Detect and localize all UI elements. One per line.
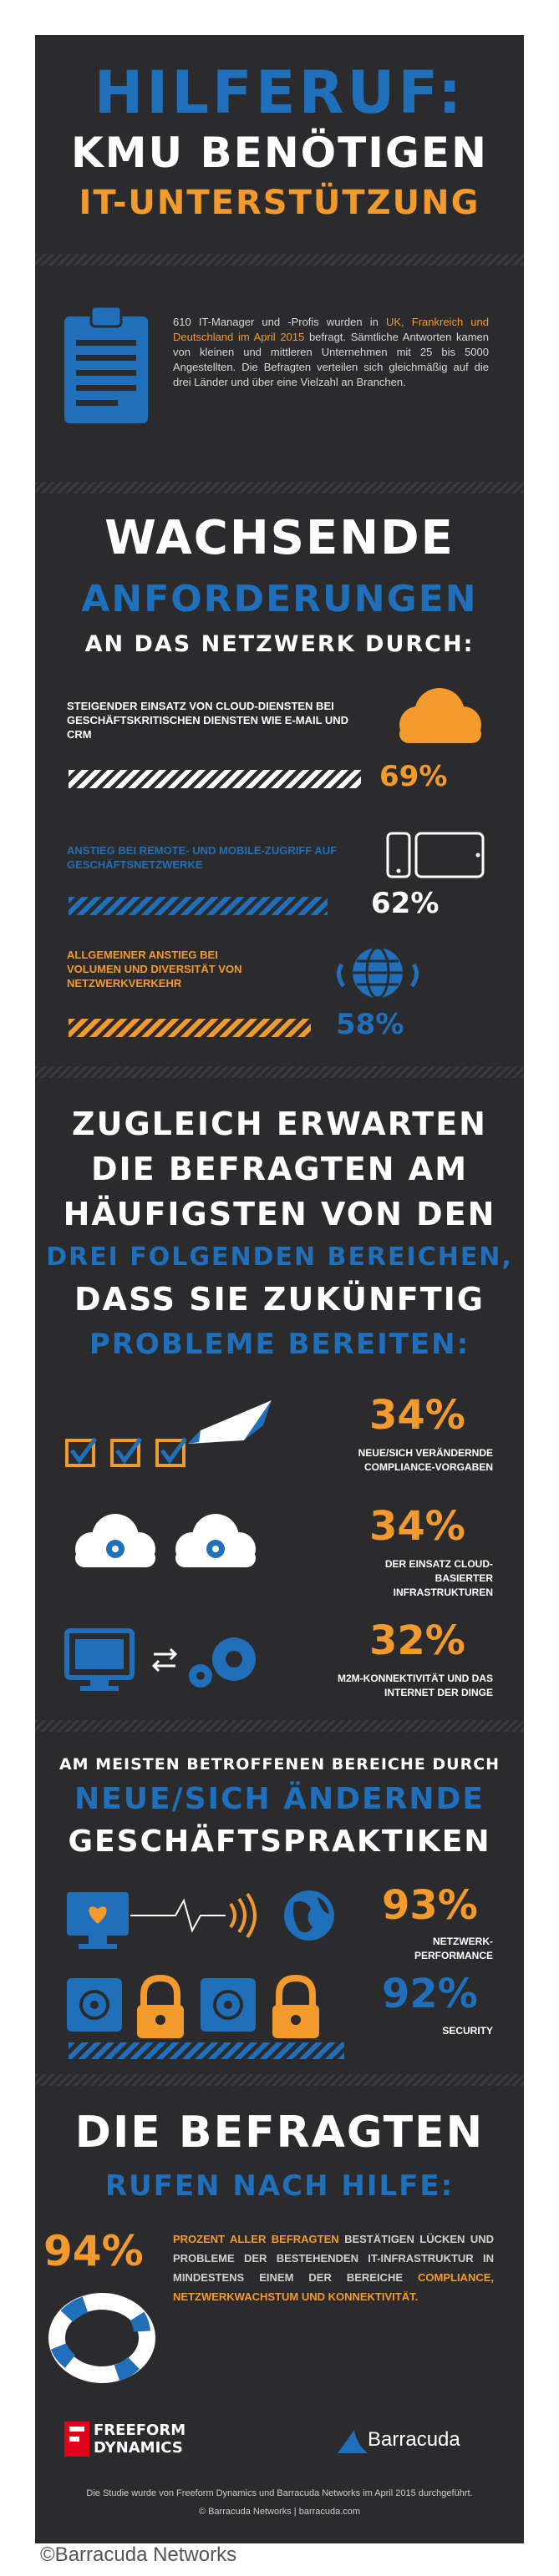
expect-value-m2m: 32% bbox=[369, 1617, 465, 1664]
affected-value-security: 92% bbox=[382, 1971, 478, 2017]
demand-bar-mobile bbox=[69, 897, 328, 915]
expect-label-m2m: M2M-KONNEKTIVITÄT UND DAS INTERNET DER D… bbox=[338, 1673, 493, 1698]
affected-label-security: SECURITY bbox=[442, 2025, 493, 2037]
expect-line-6: PROBLEME BEREITEN: bbox=[89, 1328, 470, 1361]
demands-title-1: WACHSENDE bbox=[104, 511, 455, 565]
affected-label-network: NETZWERK-PERFORMANCE bbox=[414, 1936, 493, 1961]
separator bbox=[35, 482, 524, 493]
cloud-gears-icon bbox=[75, 1514, 256, 1567]
demand-bar-cloud bbox=[69, 770, 361, 788]
expect-line-1: ZUGLEICH ERWARTEN bbox=[72, 1106, 487, 1142]
mobile-devices-icon bbox=[386, 832, 485, 878]
globe-traffic-icon bbox=[337, 946, 419, 1000]
network-performance-icon bbox=[67, 1890, 334, 1949]
infographic: HILFERUF: KMU BENÖTIGEN IT-UNTERSTÜTZUNG… bbox=[35, 35, 524, 2543]
help-text: PROZENT ALLER BEFRAGTEN BESTÄTIGEN LÜCKE… bbox=[173, 2233, 495, 2303]
title-line-3: IT-UNTERSTÜTZUNG bbox=[79, 184, 480, 222]
freeform-dynamics-logo-icon bbox=[64, 2422, 89, 2457]
help-line-2: RUFEN NACH HILFE: bbox=[104, 2169, 455, 2203]
freeform-dynamics-logo: FREEFORM DYNAMICS bbox=[94, 2422, 186, 2457]
separator bbox=[35, 1066, 524, 1078]
expect-label-compliance: NEUE/SICH VERÄNDERNDE COMPLIANCE-VORGABE… bbox=[358, 1447, 493, 1473]
barracuda-logo: Barracuda bbox=[368, 2428, 460, 2451]
demands-title-3: AN DAS NETZWERK DURCH: bbox=[84, 631, 475, 657]
m2m-monitor-gear-icon bbox=[64, 1628, 256, 1691]
separator bbox=[35, 2074, 524, 2086]
security-bar bbox=[69, 2042, 344, 2059]
title-line-1: HILFERUF: bbox=[94, 58, 465, 127]
expect-line-4: DREI FOLGENDEN BEREICHEN, bbox=[46, 1242, 513, 1272]
title-line-2: KMU BENÖTIGEN bbox=[71, 129, 488, 177]
affected-value-network: 93% bbox=[382, 1882, 478, 1929]
checklist-pencil-icon bbox=[65, 1400, 272, 1467]
clipboard-icon bbox=[64, 305, 148, 423]
footer-copyright: © Barracuda Networks | barracuda.com bbox=[198, 2507, 361, 2517]
demand-value-mobile: 62% bbox=[371, 887, 440, 920]
demand-bar-traffic bbox=[69, 1019, 311, 1037]
intro-text: 610 IT-Manager und -Profis wurden in UK,… bbox=[173, 316, 490, 388]
image-caption: ©Barracuda Networks bbox=[40, 2543, 237, 2566]
barracuda-logo-icon bbox=[338, 2430, 368, 2453]
expect-line-2: DIE BEFRAGTEN AM bbox=[90, 1151, 469, 1187]
expect-line-3: HÄUFIGSTEN VON DEN bbox=[63, 1196, 496, 1232]
affected-line-1: AM MEISTEN BETROFFENEN BEREICHE DURCH bbox=[58, 1755, 501, 1774]
expect-label-cloud: DER EINSATZ CLOUD-BASIERTER INFRASTRUKTU… bbox=[384, 1558, 493, 1598]
lifebuoy-icon bbox=[48, 2293, 155, 2383]
expect-value-cloud: 34% bbox=[369, 1503, 465, 1550]
demand-label-traffic: ALLGEMEINER ANSTIEG BEI VOLUMEN UND DIVE… bbox=[67, 949, 242, 989]
separator bbox=[35, 1720, 524, 1732]
demand-label-mobile: ANSTIEG BEI REMOTE- UND MOBILE-ZUGRIFF A… bbox=[67, 844, 338, 871]
help-line-1: DIE BEFRAGTEN bbox=[74, 2108, 485, 2158]
demand-value-cloud: 69% bbox=[379, 760, 448, 793]
cloud-icon bbox=[399, 688, 481, 743]
demand-label-cloud: STEIGENDER EINSATZ VON CLOUD-DIENSTEN BE… bbox=[67, 700, 349, 741]
affected-line-2: NEUE/SICH ÄNDERNDE bbox=[74, 1782, 485, 1816]
expect-value-compliance: 34% bbox=[369, 1392, 465, 1439]
help-value: 94% bbox=[43, 2227, 144, 2275]
expect-line-5: DASS SIE ZUKÜNFTIG bbox=[74, 1281, 485, 1318]
separator bbox=[35, 254, 524, 266]
demands-title-2: ANFORDERUNGEN bbox=[81, 578, 478, 620]
demand-value-traffic: 58% bbox=[336, 1008, 404, 1041]
affected-line-3: GESCHÄFTSPRAKTIKEN bbox=[68, 1824, 491, 1859]
footer-note: Die Studie wurde von Freeform Dynamics u… bbox=[86, 2488, 473, 2498]
security-safe-lock-icon bbox=[67, 1974, 319, 2038]
